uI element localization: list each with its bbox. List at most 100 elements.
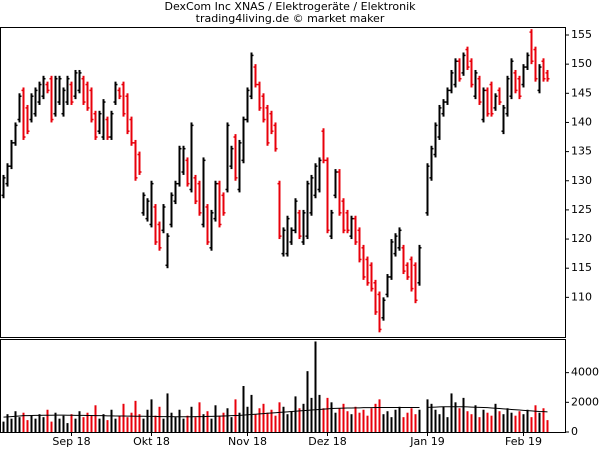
volume-bar	[158, 406, 161, 432]
y-tick-label: 110	[571, 290, 592, 303]
volume-bar	[462, 397, 465, 432]
volume-bar	[518, 411, 521, 432]
volume-bar	[102, 414, 105, 432]
volume-bar	[38, 414, 41, 432]
x-tick-label: Okt 18	[133, 435, 170, 448]
volume-bar	[10, 418, 13, 432]
volume-bar	[194, 417, 197, 432]
volume-bar	[446, 417, 449, 432]
volume-bar	[534, 405, 537, 432]
volume-bar	[114, 418, 117, 432]
volume-y-tick-label: 0	[571, 425, 578, 438]
volume-bar	[542, 408, 545, 432]
volume-bar	[434, 409, 437, 432]
volume-ma-line	[3, 407, 420, 418]
volume-bar	[330, 402, 333, 432]
volume-bar	[230, 417, 233, 432]
volume-bar	[6, 414, 9, 432]
volume-bar	[218, 415, 221, 432]
volume-bar	[298, 408, 301, 432]
volume-bar	[514, 415, 517, 432]
volume-bar	[346, 411, 349, 432]
volume-bar	[294, 396, 297, 432]
volume-bar	[414, 414, 417, 432]
volume-bar	[486, 412, 489, 432]
volume-bar	[210, 418, 213, 432]
volume-bar	[202, 414, 205, 432]
volume-bar	[378, 399, 381, 432]
volume-bar	[498, 411, 501, 432]
volume-bar	[314, 341, 317, 432]
volume-bar	[290, 411, 293, 432]
volume-bar	[450, 393, 453, 432]
volume-bar	[214, 405, 217, 432]
volume-bar	[490, 415, 493, 432]
volume-bar	[62, 415, 65, 432]
volume-bar	[250, 394, 253, 432]
volume-bar	[306, 371, 309, 432]
volume-bar	[262, 403, 265, 432]
volume-bar	[418, 409, 421, 432]
volume-bar	[86, 412, 89, 432]
volume-bar	[406, 412, 409, 432]
price-panel	[0, 27, 566, 338]
volume-bar	[390, 417, 393, 432]
volume-bar	[178, 409, 181, 432]
volume-bar	[322, 408, 325, 432]
volume-bar	[426, 399, 429, 432]
volume-bar	[226, 408, 229, 432]
x-tick-label: Jan 19	[409, 435, 444, 448]
volume-bar	[370, 408, 373, 432]
volume-bar	[466, 411, 469, 432]
volume-bar	[22, 412, 25, 432]
volume-bar	[350, 414, 353, 432]
volume-bar	[78, 411, 81, 432]
volume-bar	[430, 403, 433, 432]
volume-bar	[482, 409, 485, 432]
volume-bar	[538, 412, 541, 432]
volume-bar	[182, 418, 185, 432]
volume-bar	[98, 418, 101, 432]
volume-bar	[26, 420, 29, 432]
x-tick-label: Nov 18	[228, 435, 267, 448]
chart-subtitle: trading4living.de © market maker	[196, 12, 385, 25]
volume-bar	[318, 394, 321, 432]
volume-bar	[326, 397, 329, 432]
volume-bar	[282, 406, 285, 432]
volume-bar	[362, 409, 365, 432]
x-tick-label: Sep 18	[52, 435, 90, 448]
volume-bar	[138, 414, 141, 432]
volume-bar	[454, 402, 457, 432]
y-tick-label: 150	[571, 57, 592, 70]
volume-bar	[442, 406, 445, 432]
volume-y-tick-label: 2000	[571, 395, 599, 408]
y-tick-label: 130	[571, 174, 592, 187]
volume-bar	[474, 405, 477, 432]
volume-bar	[118, 415, 121, 432]
volume-bar	[170, 412, 173, 432]
x-tick-label: Dez 18	[308, 435, 347, 448]
volume-bar	[278, 402, 281, 432]
volume-bar	[530, 417, 533, 432]
volume-bar	[30, 415, 33, 432]
y-tick-label: 145	[571, 86, 592, 99]
volume-bar	[302, 403, 305, 432]
y-tick-label: 140	[571, 115, 592, 128]
volume-bar	[342, 403, 345, 432]
volume-bar	[242, 386, 245, 432]
y-tick-label: 120	[571, 232, 592, 245]
volume-bar	[106, 420, 109, 432]
y-tick-label: 155	[571, 28, 592, 41]
volume-bar	[186, 415, 189, 432]
volume-bar	[58, 418, 61, 432]
volume-bar	[18, 417, 21, 432]
volume-bar	[146, 409, 149, 432]
volume-bar	[438, 414, 441, 432]
volume-bar	[222, 412, 225, 432]
volume-bar	[470, 414, 473, 432]
volume-bar	[66, 423, 69, 432]
volume-bar	[174, 417, 177, 432]
volume-bar	[206, 411, 209, 432]
y-tick-label: 135	[571, 145, 592, 158]
volume-bar	[198, 402, 201, 432]
